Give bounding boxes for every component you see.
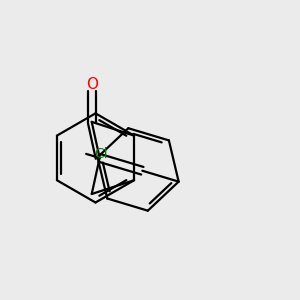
Text: Cl: Cl bbox=[94, 147, 108, 161]
Text: O: O bbox=[86, 77, 98, 92]
